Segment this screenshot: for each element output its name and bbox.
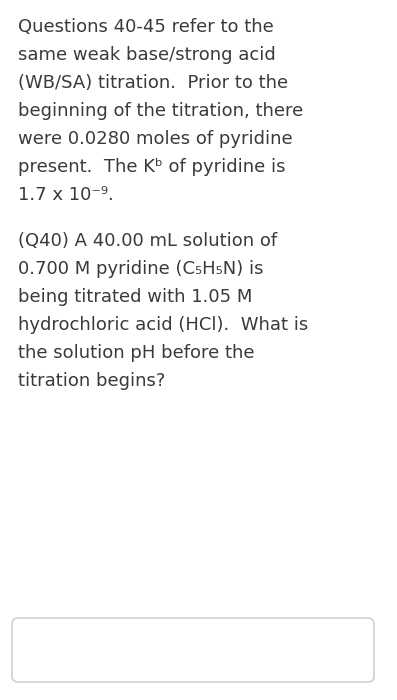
Text: being titrated with 1.05 M: being titrated with 1.05 M [18,288,252,306]
Text: (WB/SA) titration.  Prior to the: (WB/SA) titration. Prior to the [18,74,288,92]
Text: (Q40) A 40.00 mL solution of: (Q40) A 40.00 mL solution of [18,232,277,250]
Text: same weak base/strong acid: same weak base/strong acid [18,46,276,64]
Text: present.  The Kᵇ of pyridine is: present. The Kᵇ of pyridine is [18,158,285,176]
FancyBboxPatch shape [12,618,374,682]
Text: hydrochloric acid (HCl).  What is: hydrochloric acid (HCl). What is [18,316,308,334]
Text: were 0.0280 moles of pyridine: were 0.0280 moles of pyridine [18,130,293,148]
Text: titration begins?: titration begins? [18,372,166,390]
Text: 1.7 x 10⁻⁹.: 1.7 x 10⁻⁹. [18,186,114,204]
Text: beginning of the titration, there: beginning of the titration, there [18,102,303,120]
Text: the solution pH before the: the solution pH before the [18,344,254,362]
Text: 0.700 M pyridine (C₅H₅N) is: 0.700 M pyridine (C₅H₅N) is [18,260,264,278]
Text: Questions 40-45 refer to the: Questions 40-45 refer to the [18,18,274,36]
